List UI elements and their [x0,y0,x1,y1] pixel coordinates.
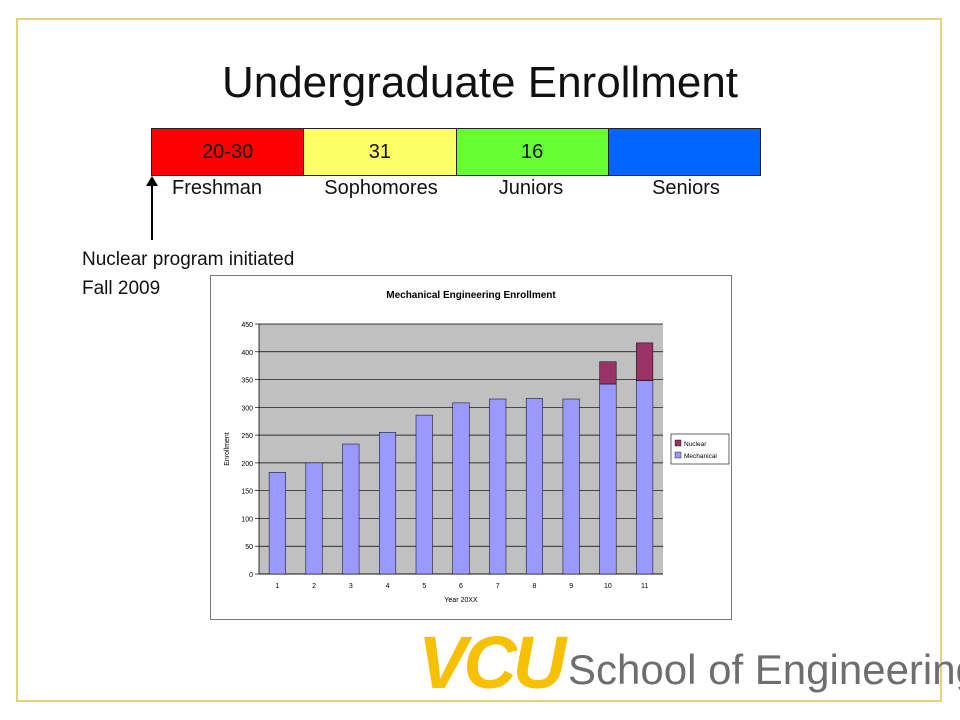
x-tick-label: 1 [275,583,279,590]
class-bar: 20-30 31 16 [151,128,761,176]
chart-title: Mechanical Engineering Enrollment [386,290,556,301]
slide-frame [16,18,942,702]
bar-mechanical [636,380,654,575]
bar-mechanical [562,398,580,575]
juniors-label: Juniors [498,177,564,199]
bar-mechanical [305,462,323,575]
y-tick-label: 0 [249,572,253,579]
y-tick-label: 100 [241,516,253,523]
x-tick-label: 3 [349,583,353,590]
bar-mechanical [379,432,397,575]
bar-mechanical [415,414,433,575]
nuclear-note-line2: Fall 2009 [82,278,161,299]
y-tick-label: 400 [241,350,253,357]
legend-swatch-mechanical [674,451,682,459]
freshman-label: Freshman [171,177,263,199]
y-tick-label: 350 [241,378,253,385]
juniors-segment: 16 [456,129,609,175]
legend-label-nuclear: Nuclear [684,441,707,448]
bar-mechanical [525,398,543,575]
x-tick-label: 5 [422,583,426,590]
arrow-line [151,180,153,240]
x-tick-label: 10 [604,583,612,590]
enrollment-chart: Mechanical Engineering Enrollment 0 50 100 1… [210,275,732,620]
vcu-logo-mark: VCU [418,621,566,704]
y-tick-label: 450 [241,322,253,329]
bar-mechanical [342,443,360,575]
nuclear-note-line1: Nuclear program initiated [82,249,295,270]
x-tick-label: 6 [459,583,463,590]
school-name: School of Engineering [568,646,960,693]
x-tick-label: 2 [312,583,316,590]
seniors-segment [608,129,760,175]
freshman-segment: 20-30 [152,129,305,175]
bar-mechanical [599,383,617,575]
legend-label-mechanical: Mechanical [684,453,717,460]
x-tick-label: 8 [533,583,537,590]
x-tick-label: 7 [496,583,500,590]
sophomores-segment: 31 [304,129,457,175]
bar-nuclear [636,342,654,381]
x-tick-label: 4 [386,583,390,590]
y-tick-label: 200 [241,461,253,468]
y-tick-label: 50 [245,544,253,551]
bar-mechanical [452,402,470,575]
chart-svg: Mechanical Engineering Enrollment 0 50 100 1… [224,290,730,604]
bar-nuclear [599,361,617,385]
sophomores-label: Sophomores [324,177,438,199]
legend-box [670,433,730,465]
legend-swatch-nuclear [674,439,682,447]
y-axis-label: Enrollment [224,432,231,466]
slide-title: Undergraduate Enrollment [221,58,739,107]
y-tick-label: 250 [241,433,253,440]
y-tick-label: 300 [241,405,253,412]
arrow-up-icon [146,176,158,186]
seniors-label: Seniors [652,177,720,199]
bar-mechanical [268,472,286,575]
bar-mechanical [489,398,507,575]
x-tick-label: 9 [569,583,573,590]
y-tick-label: 150 [241,489,253,496]
x-tick-label: 11 [641,583,648,590]
x-axis-label: Year 20XX [444,597,478,604]
